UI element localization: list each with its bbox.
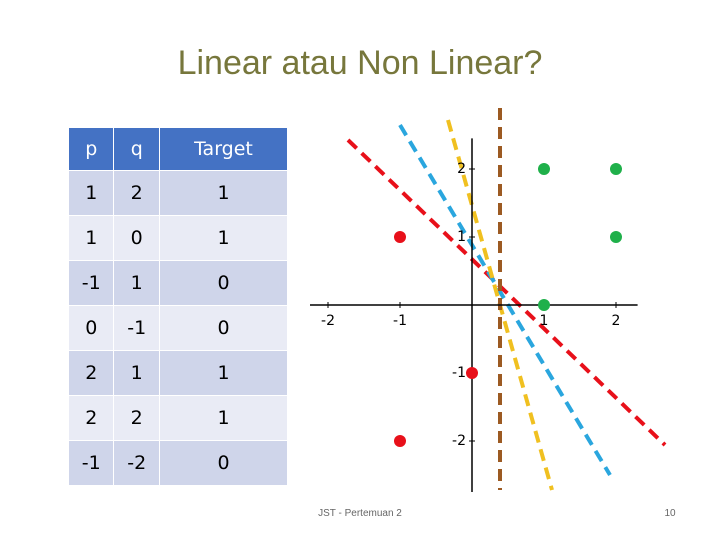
table-row: 0 -1 0 xyxy=(67,305,289,351)
point xyxy=(610,231,622,243)
y-tick-label: 1 xyxy=(457,229,466,245)
x-tick-label: 1 xyxy=(540,313,549,329)
table-cell: 2 xyxy=(67,350,115,396)
table-cell: 1 xyxy=(67,170,115,216)
point xyxy=(538,163,550,175)
y-tick-label: -2 xyxy=(452,433,466,449)
table-cell: 0 xyxy=(113,215,160,261)
table-body: 1 2 1 1 0 1 -1 1 0 0 -1 0 2 1 1 2 2 1 -1 -2 0 xyxy=(67,170,289,486)
table-cell: 2 xyxy=(67,395,115,441)
x-tick-label: -1 xyxy=(393,313,407,329)
table-cell: 0 xyxy=(67,305,115,351)
point xyxy=(466,367,478,379)
x-tick-label: -2 xyxy=(321,313,335,329)
table-cell: 1 xyxy=(158,215,289,261)
table-cell: 1 xyxy=(67,215,115,261)
table-cell: -2 xyxy=(113,440,160,486)
point xyxy=(394,231,406,243)
table-cell: 0 xyxy=(158,260,289,306)
data-table: p q Target 1 2 1 1 0 1 -1 1 0 0 -1 0 2 1 1 2 2 1 -1 -2 0 xyxy=(67,127,289,486)
table-cell: 0 xyxy=(158,440,289,486)
slide-title: Linear atau Non Linear? xyxy=(177,44,543,82)
table-cell: 1 xyxy=(158,350,289,396)
table-cell: 1 xyxy=(113,350,160,396)
page-number: 10 xyxy=(664,508,676,519)
table-cell: 1 xyxy=(158,395,289,441)
separator-line xyxy=(398,123,612,477)
table-cell: 2 xyxy=(113,170,160,216)
footer: JST - Pertemuan 2 xyxy=(318,508,402,519)
x-tick-label: 2 xyxy=(612,313,621,329)
separator-line xyxy=(346,138,667,447)
table-cell: -1 xyxy=(113,305,160,351)
point xyxy=(394,435,406,447)
y-tick-label: -1 xyxy=(452,365,466,381)
point xyxy=(538,299,550,311)
table-cell: -1 xyxy=(67,440,115,486)
table-row: -1 -2 0 xyxy=(67,440,289,486)
table-header: p q Target xyxy=(67,127,289,171)
header-cell: q xyxy=(113,127,160,171)
table-cell: 1 xyxy=(113,260,160,306)
header-cell: p xyxy=(67,127,115,171)
table-cell: 0 xyxy=(158,305,289,351)
table-cell: 1 xyxy=(158,170,289,216)
table-row: -1 1 0 xyxy=(67,260,289,306)
point xyxy=(610,163,622,175)
y-tick-label: 2 xyxy=(457,161,466,177)
header-cell: Target xyxy=(158,127,289,171)
